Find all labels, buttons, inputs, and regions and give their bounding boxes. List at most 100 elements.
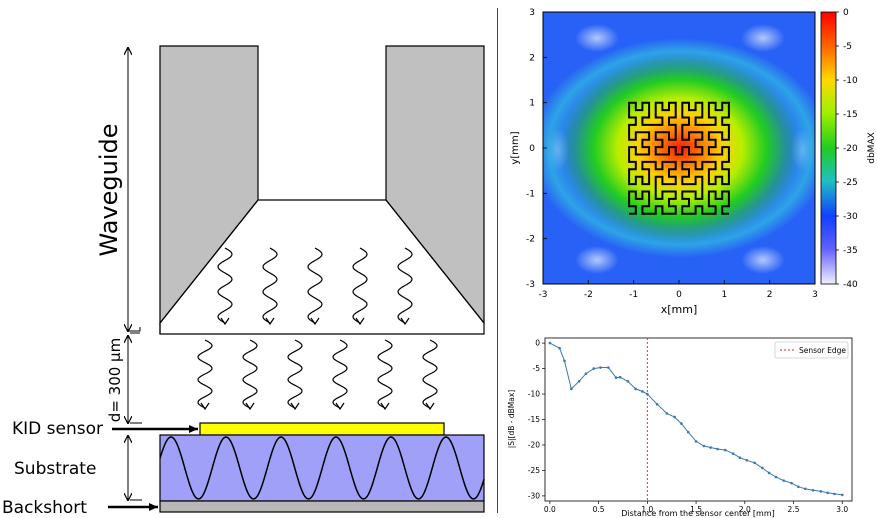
profile-point xyxy=(738,456,742,460)
profile-point xyxy=(761,466,764,470)
profile-x-tick-label: 0.5 xyxy=(593,505,605,514)
profile-y-ticks: 0 -5 -10 -15 -20 -25 -30 xyxy=(528,339,545,500)
profile-point xyxy=(731,452,735,455)
standing-wave xyxy=(159,436,485,500)
profile-line-chart: 0.0 0.5 1.0 1.5 2.0 2.5 3.0 0 -5 -10 -15 -20 -25 -30… xyxy=(507,337,853,518)
wave-arrow xyxy=(397,247,413,324)
colorbar-tick-label: -10 xyxy=(843,76,858,86)
colorbar-tick-label: 0 xyxy=(843,8,849,18)
profile-point xyxy=(673,415,676,419)
profile-point xyxy=(599,366,602,369)
heatmap-y-tick-label: 1 xyxy=(529,99,535,109)
profile-point xyxy=(626,379,630,383)
profile-plot-frame xyxy=(544,337,853,502)
wave-arrow xyxy=(217,247,233,324)
substrate-label: Substrate xyxy=(14,459,96,479)
heatmap-x-tick-label: 1 xyxy=(721,290,727,300)
profile-point xyxy=(840,493,844,497)
heatmap-y-tick-label: -3 xyxy=(526,280,535,290)
wave-arrow xyxy=(377,339,393,409)
heatmap-y-tick-label: -1 xyxy=(526,189,535,199)
profile-point xyxy=(558,346,561,350)
wave-arrow-head xyxy=(335,402,345,411)
heatmap-x-tick-label: 0 xyxy=(676,290,682,300)
profile-y-tick-label: -15 xyxy=(528,415,540,424)
profile-point xyxy=(753,461,756,465)
wave-arrow-head xyxy=(310,317,320,326)
profile-point xyxy=(563,359,566,363)
wave-arrow-head xyxy=(220,317,230,326)
profile-point xyxy=(680,422,683,425)
colorbar-tick-label: -5 xyxy=(843,42,852,52)
heatmap-x-label: x[mm] xyxy=(661,303,698,316)
profile-point xyxy=(782,479,786,482)
wave-arrow-head xyxy=(400,317,410,326)
profile-x-tick-label: 1.5 xyxy=(690,505,702,514)
sensor-hilbert-outline xyxy=(628,101,730,215)
heatmap-x-tick-label: -2 xyxy=(584,290,593,300)
profile-series-line xyxy=(549,342,843,496)
profile-y-tick-label: -5 xyxy=(533,364,541,373)
profile-point xyxy=(767,471,771,475)
profile-point xyxy=(790,481,793,485)
profile-x-tick-label: 3.0 xyxy=(836,505,848,514)
heatmap-y-label: y[mm] xyxy=(510,131,521,164)
wave-arrow xyxy=(197,339,213,409)
wave-arrow xyxy=(287,339,303,409)
profile-x-ticks: 0.0 0.5 1.0 1.5 2.0 2.5 3.0 xyxy=(544,501,848,514)
profile-point xyxy=(570,387,573,391)
heatmap-y-tick-label: 0 xyxy=(529,144,535,154)
waveguide-right-wall xyxy=(385,45,485,325)
wave-arrow xyxy=(332,339,348,409)
profile-point xyxy=(634,387,637,391)
profile-y-tick-label: -30 xyxy=(528,491,540,500)
profile-point xyxy=(592,367,596,370)
profile-x-tick-label: 2.5 xyxy=(788,505,800,514)
profile-point xyxy=(607,366,610,369)
wave-arrow-head xyxy=(265,317,275,326)
heatmap-x-tick-label: -1 xyxy=(629,290,638,300)
heatmap-y-tick-label: 2 xyxy=(529,53,535,63)
wave-arrow-head xyxy=(380,402,390,411)
wave-arrow-head xyxy=(355,317,365,326)
profile-point xyxy=(826,491,829,495)
profile-series-points xyxy=(548,341,844,497)
profile-y-label: |S|[dB - dBMax] xyxy=(507,390,516,449)
radiation-waves-horn xyxy=(217,247,413,326)
panel-divider xyxy=(497,8,498,513)
profile-point xyxy=(745,458,749,462)
colorbar-ticks: 0 -5 -10 -15 -20 -25 -30 -35 -40 xyxy=(836,8,858,290)
heatmap-y-ticks: 3 2 1 0 -1 -2 -3 xyxy=(526,8,547,290)
profile-point xyxy=(797,485,800,489)
colorbar-label: dbMAX xyxy=(867,132,875,164)
profile-x-tick-label: 0.0 xyxy=(544,505,556,514)
profile-point xyxy=(774,475,778,479)
wave-arrow xyxy=(262,247,278,324)
heatmap-field xyxy=(543,12,815,284)
profile-point xyxy=(665,412,669,415)
profile-x-tick-label: 2.0 xyxy=(739,505,751,514)
profile-point xyxy=(686,430,690,434)
colorbar-tick-label: -35 xyxy=(843,246,858,256)
profile-point xyxy=(803,487,807,491)
colorbar-tick-label: -30 xyxy=(843,212,858,222)
profile-y-tick-label: -10 xyxy=(528,390,540,399)
profile-y-tick-label: -25 xyxy=(528,466,540,475)
heatmap-x-tick-label: 3 xyxy=(812,290,818,300)
profile-x-label: Distance from the sensor center [mm] xyxy=(621,509,775,518)
heatmap-y-tick-label: 3 xyxy=(529,8,535,18)
colorbar-tick-label: -40 xyxy=(843,280,858,290)
profile-point xyxy=(577,379,581,383)
waveguide-label: Waveguide xyxy=(95,124,123,257)
profile-point xyxy=(833,492,836,496)
distance-label: d= 300 µm xyxy=(106,338,124,422)
profile-point xyxy=(811,489,815,492)
heatmap-x-ticks: -3 -2 -1 0 1 2 3 xyxy=(539,280,818,300)
wave-arrow-head xyxy=(200,402,210,411)
profile-y-tick-label: 0 xyxy=(535,339,540,348)
profile-x-tick-label: 1.0 xyxy=(641,505,653,514)
colorbar-tick-label: -25 xyxy=(843,178,858,188)
wave-arrow-head xyxy=(245,402,255,411)
waveguide-body xyxy=(159,45,485,335)
